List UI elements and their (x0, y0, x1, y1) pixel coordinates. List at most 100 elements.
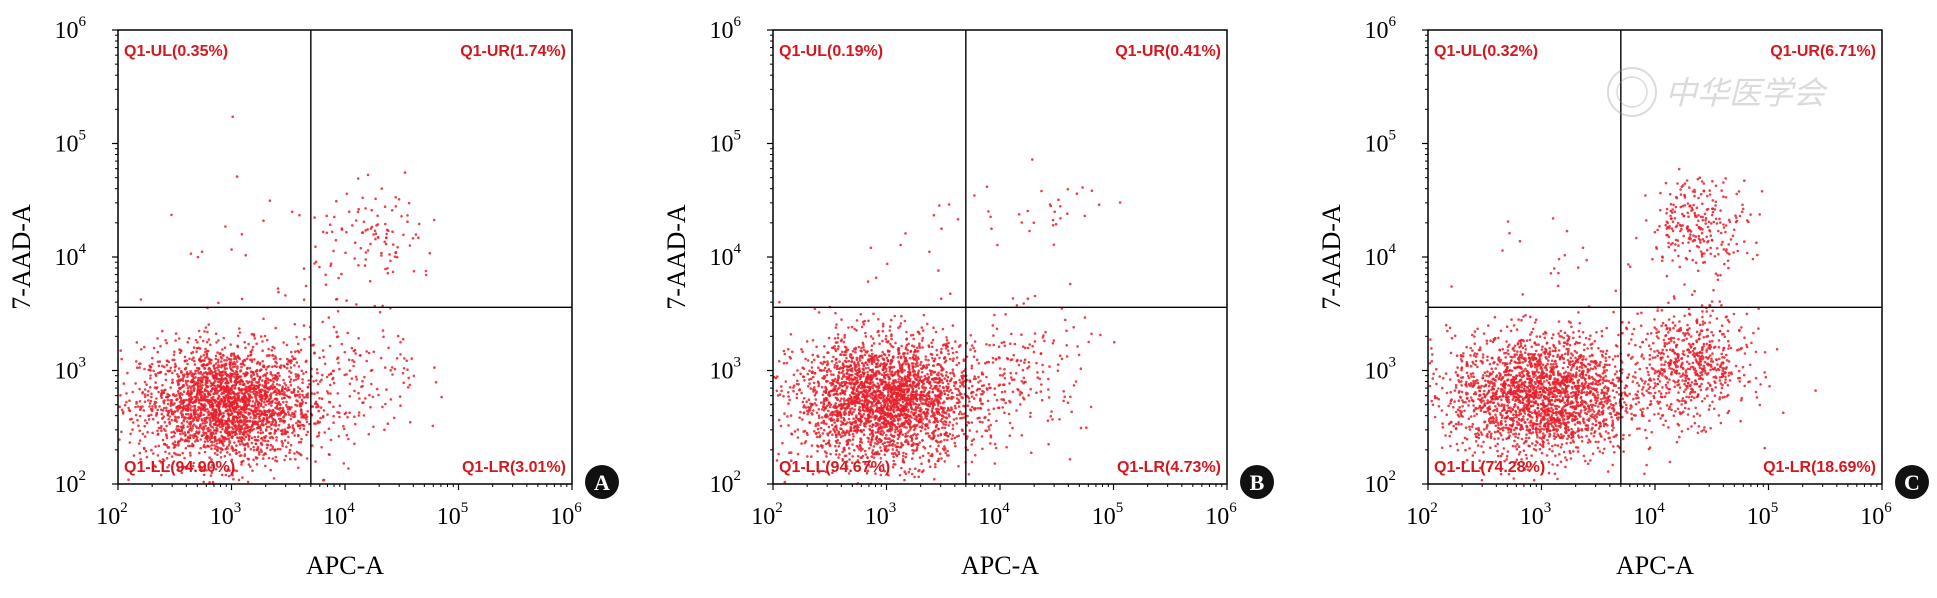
data-point (320, 397, 324, 401)
data-point (248, 431, 251, 434)
data-point (904, 358, 908, 362)
data-point (390, 209, 394, 212)
data-point (208, 438, 212, 442)
data-point (259, 390, 263, 394)
data-point (887, 473, 890, 477)
data-point (876, 382, 880, 385)
data-point (322, 409, 326, 412)
data-point (202, 425, 205, 429)
data-point (221, 427, 224, 431)
data-point (189, 422, 193, 426)
data-point (132, 454, 136, 457)
data-point (171, 378, 174, 382)
data-point (210, 440, 214, 444)
data-point (384, 242, 388, 246)
data-point (192, 372, 196, 376)
data-point (912, 408, 916, 412)
data-point (885, 433, 888, 437)
data-point (199, 438, 202, 441)
data-point (295, 335, 298, 339)
data-point (294, 457, 297, 461)
data-point (288, 408, 292, 411)
data-point (335, 330, 338, 334)
data-point (220, 392, 223, 396)
data-point (927, 401, 931, 404)
data-point (156, 350, 159, 354)
data-point (842, 340, 846, 344)
data-point (843, 383, 847, 387)
data-point (777, 452, 780, 456)
data-point (914, 365, 917, 368)
y-tick-exp: 2 (79, 468, 87, 484)
data-point (175, 427, 178, 431)
data-point (936, 449, 939, 453)
data-point (212, 382, 215, 385)
data-point (354, 375, 358, 379)
data-point (167, 446, 171, 449)
data-point (285, 394, 289, 398)
data-point (402, 367, 406, 370)
data-point (901, 433, 905, 437)
data-point (383, 366, 387, 369)
data-point (171, 358, 174, 362)
data-point (932, 326, 935, 330)
data-point (199, 446, 202, 450)
data-point (898, 364, 902, 368)
data-point (200, 467, 204, 470)
data-point (187, 422, 191, 426)
data-point (209, 343, 212, 347)
data-point (173, 415, 177, 419)
data-point (867, 416, 870, 420)
data-point (103, 455, 106, 458)
data-point (275, 404, 279, 408)
data-point (278, 383, 281, 387)
data-point (910, 439, 913, 443)
data-point (220, 387, 223, 390)
data-point (248, 397, 251, 400)
data-point (203, 359, 206, 362)
data-point (232, 418, 235, 421)
data-point (353, 257, 357, 260)
data-point (193, 387, 196, 390)
data-point (340, 342, 344, 346)
data-point (417, 222, 421, 226)
data-point (952, 357, 955, 360)
data-point (817, 408, 821, 411)
data-point (250, 436, 254, 440)
data-point (345, 192, 349, 196)
data-point (237, 411, 241, 415)
data-point (229, 374, 232, 378)
data-point (182, 390, 186, 394)
data-point (264, 439, 267, 443)
data-point (262, 457, 265, 460)
data-point (321, 320, 325, 324)
data-point (230, 447, 234, 450)
data-point (214, 362, 218, 365)
data-point (178, 400, 182, 404)
data-point (196, 439, 200, 443)
data-point (929, 386, 932, 390)
data-point (839, 435, 843, 439)
data-point (847, 373, 851, 376)
data-point (231, 431, 234, 435)
data-point (298, 427, 302, 430)
data-point (168, 415, 172, 418)
data-point (853, 327, 856, 331)
data-point (880, 449, 883, 453)
data-point (876, 450, 879, 454)
data-point (248, 434, 251, 438)
data-point (127, 406, 130, 410)
data-point (261, 439, 265, 442)
data-point (289, 414, 293, 417)
data-point (369, 405, 372, 409)
data-point (322, 478, 326, 482)
data-point (253, 435, 257, 439)
data-point (239, 419, 242, 422)
data-point (176, 409, 179, 413)
data-point (865, 385, 869, 389)
data-point (268, 425, 271, 429)
data-point (167, 409, 171, 413)
y-axis-label: 7-AAD-A (7, 204, 36, 310)
data-point (286, 386, 290, 389)
data-point (245, 397, 249, 401)
